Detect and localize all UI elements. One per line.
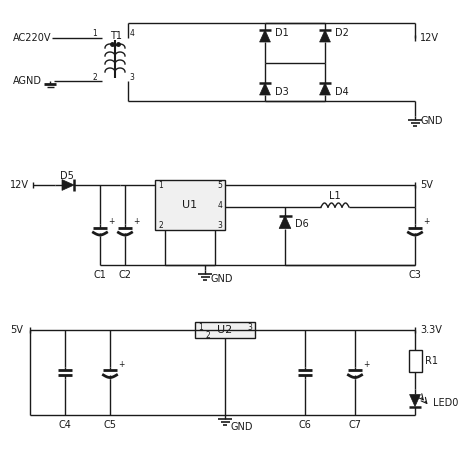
Polygon shape — [279, 216, 291, 228]
Bar — [155, 180, 225, 230]
Text: 1: 1 — [198, 323, 203, 332]
Text: D2: D2 — [335, 28, 349, 38]
Text: T1: T1 — [110, 31, 122, 41]
Text: C1: C1 — [94, 270, 106, 280]
Text: C5: C5 — [104, 420, 117, 430]
Text: D4: D4 — [335, 87, 349, 97]
Polygon shape — [319, 83, 331, 95]
Text: +: + — [118, 360, 125, 369]
Polygon shape — [410, 395, 420, 407]
Text: 1: 1 — [93, 29, 97, 38]
Text: 3: 3 — [247, 323, 252, 332]
Text: +: + — [134, 218, 140, 227]
Text: GND: GND — [420, 116, 443, 126]
Text: GND: GND — [210, 274, 232, 284]
Text: U2: U2 — [218, 325, 233, 335]
Text: D6: D6 — [295, 219, 309, 229]
Text: D5: D5 — [60, 171, 74, 181]
Text: D1: D1 — [275, 28, 289, 38]
Text: 5: 5 — [217, 180, 222, 190]
Polygon shape — [62, 180, 74, 190]
Text: 2: 2 — [158, 220, 163, 229]
Text: D3: D3 — [275, 87, 289, 97]
Text: 12V: 12V — [10, 180, 29, 190]
Polygon shape — [260, 30, 271, 42]
Polygon shape — [319, 30, 331, 42]
Text: 2: 2 — [93, 73, 97, 82]
Text: C3: C3 — [408, 270, 421, 280]
Text: C2: C2 — [118, 270, 131, 280]
Text: 5V: 5V — [420, 180, 433, 190]
Text: AC220V: AC220V — [13, 33, 52, 43]
Text: LED0: LED0 — [433, 398, 458, 408]
Text: +: + — [364, 360, 370, 369]
Text: 4: 4 — [130, 29, 135, 38]
Text: 3: 3 — [130, 73, 135, 82]
Text: 3.3V: 3.3V — [420, 325, 442, 335]
Text: 12V: 12V — [420, 33, 439, 43]
Text: 5V: 5V — [10, 325, 23, 335]
Text: +: + — [109, 218, 115, 227]
Polygon shape — [260, 83, 271, 95]
Bar — [408, 350, 421, 371]
Text: C4: C4 — [59, 420, 71, 430]
Text: L1: L1 — [329, 191, 341, 201]
Bar — [195, 322, 255, 338]
Text: 3: 3 — [217, 220, 222, 229]
Text: C6: C6 — [299, 420, 312, 430]
Text: C7: C7 — [349, 420, 361, 430]
Text: +: + — [424, 218, 430, 227]
Text: U1: U1 — [183, 200, 198, 210]
Text: 4: 4 — [217, 200, 222, 209]
Text: AGND: AGND — [13, 76, 42, 86]
Text: R1: R1 — [425, 355, 438, 365]
Text: 1: 1 — [158, 180, 163, 190]
Text: GND: GND — [230, 422, 253, 432]
Text: 2: 2 — [205, 332, 210, 341]
